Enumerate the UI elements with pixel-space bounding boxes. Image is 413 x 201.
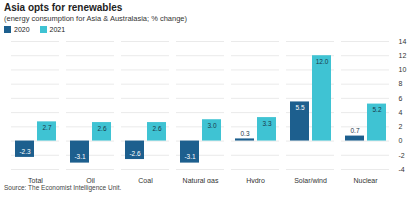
svg-text:12: 12 [399, 52, 407, 59]
svg-text:5.5: 5.5 [295, 104, 304, 111]
svg-text:2.7: 2.7 [42, 124, 51, 131]
html-text:2021: 2021 [49, 25, 66, 33]
svg-text:-3.1: -3.1 [184, 153, 196, 160]
svg-text:0.7: 0.7 [350, 127, 359, 134]
svg-text:12.0: 12.0 [316, 58, 329, 65]
svg-text:2.6: 2.6 [97, 125, 106, 132]
svg-text:2: 2 [399, 123, 403, 130]
svg-text:2.6: 2.6 [152, 125, 161, 132]
svg-text:0.3: 0.3 [240, 130, 249, 137]
html-text:Source: The Economist Intellig: Source: The Economist Intelligence Unit. [4, 184, 122, 191]
svg-text:Hydro: Hydro [246, 177, 265, 183]
html-text:2020: 2020 [14, 25, 30, 33]
svg-text:Natural gas: Natural gas [183, 177, 219, 183]
svg-text:-2.3: -2.3 [19, 147, 31, 154]
svg-text:4: 4 [399, 109, 403, 116]
svg-text:14: 14 [399, 38, 407, 45]
html-text:Asia opts for renewables: Asia opts for renewables [4, 2, 123, 13]
svg-text:0: 0 [399, 137, 403, 144]
svg-text:-2.6: -2.6 [129, 150, 141, 157]
svg-text:10: 10 [399, 66, 407, 73]
svg-text:-2: -2 [399, 152, 405, 159]
svg-text:3.3: 3.3 [262, 120, 271, 127]
svg-text:-4: -4 [399, 166, 405, 173]
html-text:(energy consumption for Asia &: (energy consumption for Asia & Australas… [4, 14, 187, 23]
svg-text:3.0: 3.0 [207, 122, 216, 129]
svg-text:Total: Total [28, 177, 43, 183]
svg-text:8: 8 [399, 80, 403, 87]
svg-text:Oil: Oil [86, 177, 95, 183]
svg-text:Solar/wind: Solar/wind [294, 177, 327, 183]
svg-text:Nuclear: Nuclear [353, 177, 378, 183]
svg-text:-3.1: -3.1 [74, 153, 86, 160]
svg-text:Coal: Coal [138, 177, 153, 183]
svg-text:5.2: 5.2 [372, 106, 381, 113]
svg-text:6: 6 [399, 95, 403, 102]
